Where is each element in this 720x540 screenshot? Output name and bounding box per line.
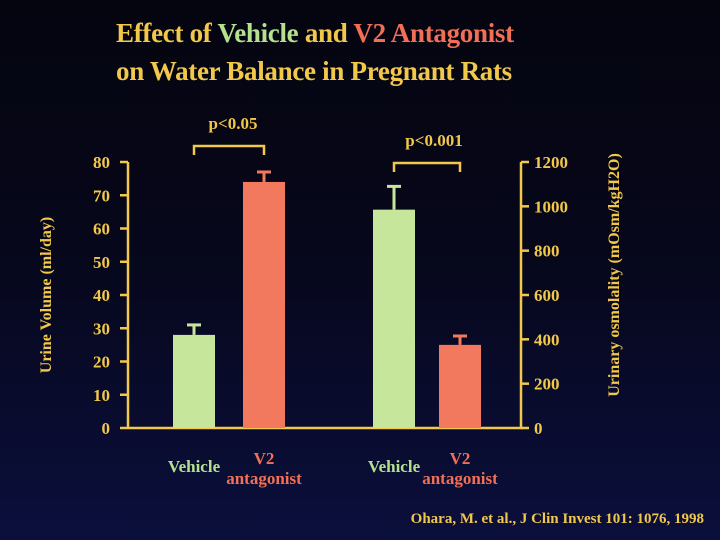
title-segment: Effect of <box>116 18 218 48</box>
right-tick-label: 200 <box>534 375 560 394</box>
right-tick-label: 600 <box>534 286 560 305</box>
category-label: Vehicle <box>168 457 221 476</box>
left-tick-label: 50 <box>93 253 110 272</box>
bar <box>439 344 481 428</box>
right-tick-label: 400 <box>534 330 560 349</box>
left-tick-label: 10 <box>93 386 110 405</box>
left-tick-label: 60 <box>93 220 110 239</box>
significance-bracket <box>392 161 462 172</box>
citation: Ohara, M. et al., J Clin Invest 101: 107… <box>410 511 704 527</box>
left-tick-label: 0 <box>102 419 111 438</box>
significance-label: p<0.001 <box>405 131 462 150</box>
category-label: Vehicle <box>368 457 421 476</box>
left-tick-label: 80 <box>93 153 110 172</box>
bar <box>173 334 215 428</box>
bar <box>373 209 415 428</box>
left-tick-label: 70 <box>93 186 110 205</box>
right-tick-label: 800 <box>534 242 560 261</box>
category-label: V2 antagonist <box>422 449 498 488</box>
significance-bracket <box>192 144 266 155</box>
right-axis-title: Urinary osmolality (mOsm/kgH2O) <box>606 153 623 397</box>
title-segment: V2 Antagonist <box>353 18 514 48</box>
left-tick-label: 30 <box>93 319 110 338</box>
chart-title-line-1: Effect of Vehicle and V2 Antagonist <box>116 18 514 48</box>
significance-label: p<0.05 <box>209 114 258 133</box>
left-axis-title: Urine Volume (ml/day) <box>38 217 55 373</box>
right-tick-label: 1000 <box>534 197 568 216</box>
bar <box>243 181 285 428</box>
right-tick-label: 0 <box>534 419 543 438</box>
right-tick-label: 1200 <box>534 153 568 172</box>
title-segment: and <box>298 18 354 48</box>
category-label: V2 antagonist <box>226 449 302 488</box>
category-label-line: antagonist <box>422 469 498 488</box>
category-label-line: antagonist <box>226 469 302 488</box>
title-segment: Vehicle <box>217 18 299 48</box>
category-label-line: V2 <box>254 449 275 468</box>
category-label-line: V2 <box>450 449 471 468</box>
left-tick-label: 40 <box>93 286 110 305</box>
chart-title-line-2: on Water Balance in Pregnant Rats <box>116 56 512 86</box>
left-tick-label: 20 <box>93 353 110 372</box>
